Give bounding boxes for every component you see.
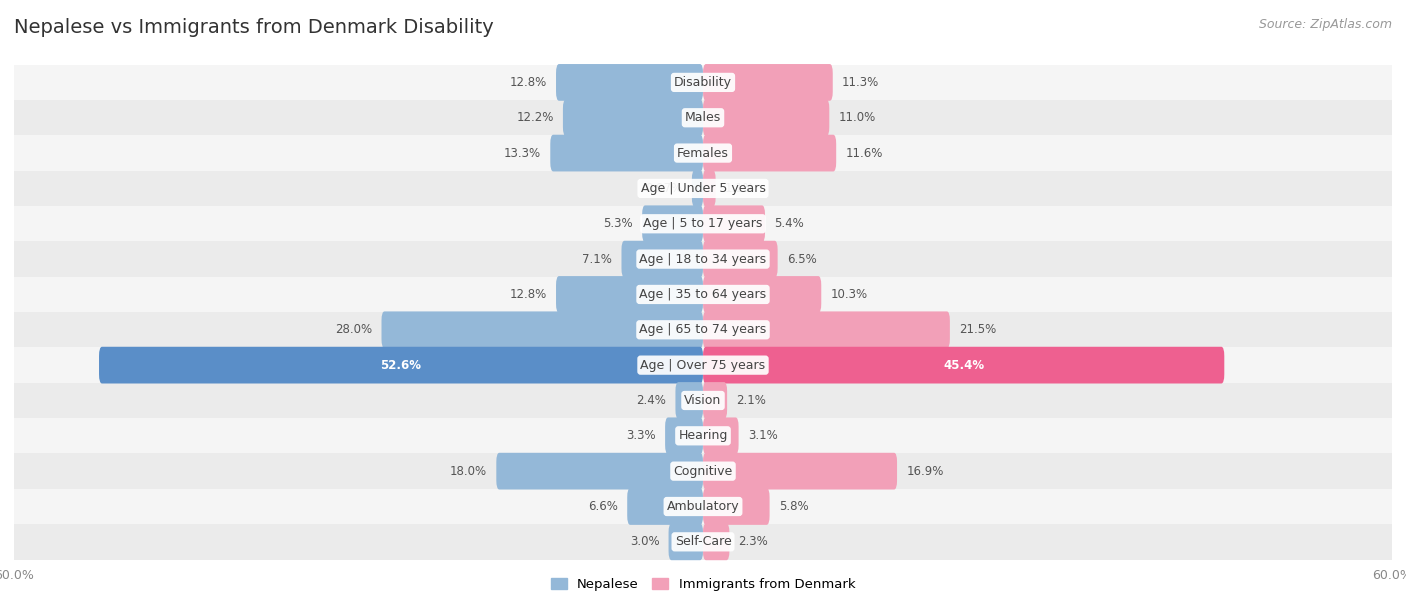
Text: 21.5%: 21.5% xyxy=(959,323,997,336)
Text: 5.4%: 5.4% xyxy=(775,217,804,230)
FancyBboxPatch shape xyxy=(98,347,703,384)
Text: Self-Care: Self-Care xyxy=(675,536,731,548)
Bar xyxy=(14,489,1392,524)
Text: 2.4%: 2.4% xyxy=(637,394,666,407)
FancyBboxPatch shape xyxy=(555,276,703,313)
FancyBboxPatch shape xyxy=(703,99,830,136)
Text: Disability: Disability xyxy=(673,76,733,89)
Text: Age | Over 75 years: Age | Over 75 years xyxy=(641,359,765,371)
FancyBboxPatch shape xyxy=(703,206,765,242)
Legend: Nepalese, Immigrants from Denmark: Nepalese, Immigrants from Denmark xyxy=(546,573,860,597)
Text: 0.97%: 0.97% xyxy=(645,182,683,195)
Text: 12.8%: 12.8% xyxy=(509,76,547,89)
Text: 13.3%: 13.3% xyxy=(503,147,541,160)
Text: 12.2%: 12.2% xyxy=(516,111,554,124)
Text: 3.1%: 3.1% xyxy=(748,429,778,442)
Text: 11.6%: 11.6% xyxy=(845,147,883,160)
Text: Ambulatory: Ambulatory xyxy=(666,500,740,513)
Bar xyxy=(14,418,1392,453)
Bar xyxy=(14,277,1392,312)
Text: 2.1%: 2.1% xyxy=(737,394,766,407)
FancyBboxPatch shape xyxy=(703,135,837,171)
FancyBboxPatch shape xyxy=(550,135,703,171)
Bar xyxy=(14,171,1392,206)
Bar xyxy=(14,382,1392,418)
FancyBboxPatch shape xyxy=(381,312,703,348)
Bar xyxy=(14,100,1392,135)
Bar xyxy=(14,242,1392,277)
Bar xyxy=(14,135,1392,171)
Text: 28.0%: 28.0% xyxy=(335,323,373,336)
Text: Males: Males xyxy=(685,111,721,124)
Text: Age | 35 to 64 years: Age | 35 to 64 years xyxy=(640,288,766,301)
Text: 12.8%: 12.8% xyxy=(509,288,547,301)
Text: 6.6%: 6.6% xyxy=(588,500,619,513)
Bar xyxy=(14,348,1392,382)
FancyBboxPatch shape xyxy=(692,170,703,207)
Text: Females: Females xyxy=(678,147,728,160)
FancyBboxPatch shape xyxy=(703,64,832,101)
Text: Age | 5 to 17 years: Age | 5 to 17 years xyxy=(644,217,762,230)
Text: 1.1%: 1.1% xyxy=(725,182,755,195)
Bar xyxy=(14,65,1392,100)
FancyBboxPatch shape xyxy=(665,417,703,454)
Text: 45.4%: 45.4% xyxy=(943,359,984,371)
Bar xyxy=(14,453,1392,489)
Text: 7.1%: 7.1% xyxy=(582,253,612,266)
FancyBboxPatch shape xyxy=(627,488,703,525)
Text: 5.3%: 5.3% xyxy=(603,217,633,230)
FancyBboxPatch shape xyxy=(703,241,778,277)
Text: Cognitive: Cognitive xyxy=(673,465,733,477)
Text: Vision: Vision xyxy=(685,394,721,407)
Text: 3.0%: 3.0% xyxy=(630,536,659,548)
FancyBboxPatch shape xyxy=(675,382,703,419)
Text: 11.0%: 11.0% xyxy=(838,111,876,124)
FancyBboxPatch shape xyxy=(703,523,730,560)
Bar xyxy=(14,206,1392,242)
FancyBboxPatch shape xyxy=(703,312,950,348)
Text: Age | 18 to 34 years: Age | 18 to 34 years xyxy=(640,253,766,266)
Text: Nepalese vs Immigrants from Denmark Disability: Nepalese vs Immigrants from Denmark Disa… xyxy=(14,18,494,37)
Text: 52.6%: 52.6% xyxy=(381,359,422,371)
Text: 18.0%: 18.0% xyxy=(450,465,486,477)
FancyBboxPatch shape xyxy=(496,453,703,490)
Text: 10.3%: 10.3% xyxy=(831,288,868,301)
Bar xyxy=(14,524,1392,559)
FancyBboxPatch shape xyxy=(669,523,703,560)
Text: Source: ZipAtlas.com: Source: ZipAtlas.com xyxy=(1258,18,1392,31)
FancyBboxPatch shape xyxy=(703,170,716,207)
Text: Age | 65 to 74 years: Age | 65 to 74 years xyxy=(640,323,766,336)
FancyBboxPatch shape xyxy=(555,64,703,101)
Text: Hearing: Hearing xyxy=(678,429,728,442)
FancyBboxPatch shape xyxy=(703,276,821,313)
FancyBboxPatch shape xyxy=(703,417,738,454)
Text: 11.3%: 11.3% xyxy=(842,76,879,89)
Text: 16.9%: 16.9% xyxy=(907,465,943,477)
Text: 5.8%: 5.8% xyxy=(779,500,808,513)
FancyBboxPatch shape xyxy=(703,382,727,419)
FancyBboxPatch shape xyxy=(562,99,703,136)
Text: 6.5%: 6.5% xyxy=(787,253,817,266)
Text: 2.3%: 2.3% xyxy=(738,536,768,548)
FancyBboxPatch shape xyxy=(643,206,703,242)
FancyBboxPatch shape xyxy=(703,488,769,525)
Text: Age | Under 5 years: Age | Under 5 years xyxy=(641,182,765,195)
Bar xyxy=(14,312,1392,348)
FancyBboxPatch shape xyxy=(703,347,1225,384)
FancyBboxPatch shape xyxy=(703,453,897,490)
FancyBboxPatch shape xyxy=(621,241,703,277)
Text: 3.3%: 3.3% xyxy=(626,429,657,442)
